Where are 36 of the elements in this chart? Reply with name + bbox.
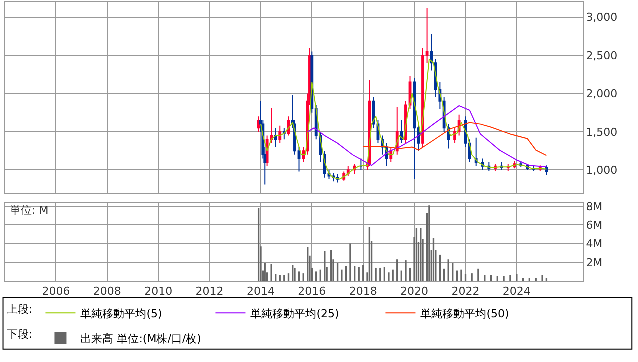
line-series [307,105,548,168]
x-tick-label: 2022 [452,285,480,298]
x-tick-label: 2024 [502,285,531,298]
x-tick-label: 2010 [144,285,173,298]
x-tick-label: 2008 [93,285,122,298]
y-tick-label: 1,000 [586,164,618,178]
candlestick [474,137,478,167]
y-tick-label: 3,000 [586,11,618,24]
candlestick [274,128,278,148]
x-tick-label: 2014 [246,285,275,298]
y-tick-label: 4M [586,238,603,251]
candlestick [282,128,286,140]
candlestick [257,116,260,132]
line-series [260,58,548,180]
legend-label: 単純移動平均(5) [80,307,162,320]
x-tick-label: 2006 [42,285,70,298]
line-series [362,122,548,156]
y-tick-label: 2,500 [586,49,618,62]
x-tick-label: 2016 [298,285,326,298]
x-tick-label: 2018 [349,285,378,298]
legend-label: 単純移動平均(50) [420,307,510,320]
y-tick-label: 1,500 [586,126,618,139]
candlestick [506,164,510,172]
x-tick-label: 2020 [400,285,429,298]
y-tick-label: 8M [586,200,603,214]
legend-title: 上段: [7,302,33,316]
legend-title: 下段: [7,328,33,341]
candlestick [545,165,548,176]
legend-label: 出来高 単位:(M株/口/枚) [80,332,202,346]
y-tick-label: 2M [586,256,603,270]
candlestick [400,120,404,144]
legend-label: 単純移動平均(25) [250,307,340,320]
y-tick-label: 6M [586,219,603,232]
y-tick-label: 2,000 [586,88,618,101]
x-tick-label: 2012 [196,285,224,298]
annotation: 単位: M [10,204,49,217]
